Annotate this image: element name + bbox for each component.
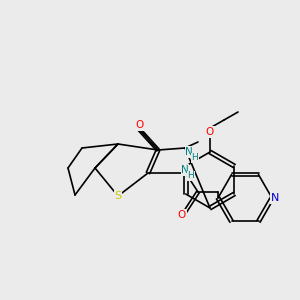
Text: N: N [185, 147, 193, 157]
Text: O: O [206, 127, 214, 137]
Text: S: S [114, 191, 122, 201]
Text: O: O [136, 120, 144, 130]
Text: H: H [192, 154, 198, 163]
Text: N: N [271, 193, 279, 203]
Text: O: O [178, 210, 186, 220]
Text: N: N [181, 165, 189, 175]
Text: H: H [188, 172, 194, 181]
